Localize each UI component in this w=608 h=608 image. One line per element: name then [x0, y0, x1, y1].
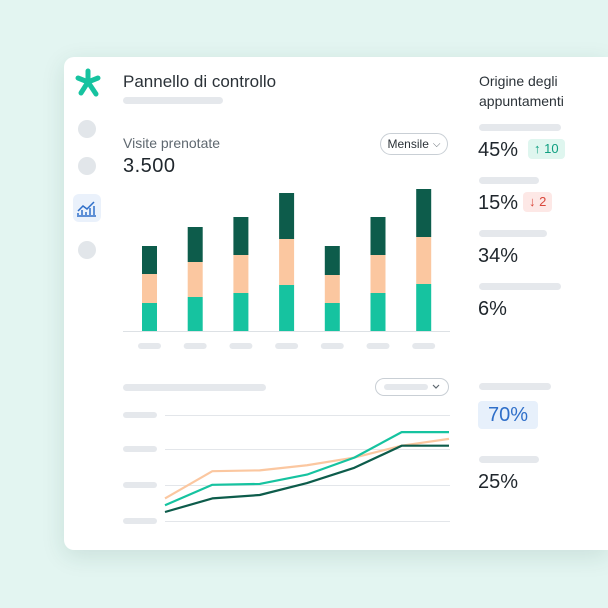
- period-select[interactable]: Mensile ⌵: [380, 133, 448, 155]
- stat-1-badge: ↑ 10: [528, 139, 565, 159]
- sidebar: [64, 57, 110, 550]
- stat-1-placeholder: [479, 124, 561, 131]
- origin-title: Origine degli appuntamenti: [479, 73, 564, 109]
- bar-segment-7-3: [416, 189, 432, 237]
- bar-segment-1-2: [142, 274, 157, 303]
- line-chart-icon: [77, 201, 96, 217]
- line-chart: [123, 412, 450, 524]
- bar-segment-7-1: [416, 284, 432, 331]
- logo-icon: [75, 68, 101, 97]
- line-series-1: [164, 437, 450, 500]
- bar-segment-3-3: [233, 217, 249, 255]
- stat-3-value: 34%: [478, 245, 519, 267]
- stat-4-placeholder: [479, 283, 561, 290]
- bar-segment-1-3: [142, 246, 157, 274]
- bar-segment-2-1: [187, 297, 203, 331]
- bar-segment-1-1: [142, 303, 157, 331]
- stat-1-value: 45%: [478, 139, 519, 161]
- line-chart-select[interactable]: [375, 378, 449, 396]
- bar-chart: [123, 189, 450, 349]
- nav-item-1[interactable]: [78, 120, 96, 138]
- bar-segment-4-2: [279, 239, 295, 285]
- line-series-3: [164, 444, 449, 514]
- stat-2-badge: ↓ 2: [523, 192, 553, 212]
- bar-segment-5-2: [324, 275, 340, 303]
- bar-segment-3-1: [233, 293, 249, 331]
- x-tick-placeholder: [183, 343, 207, 349]
- stat-2-placeholder: [479, 177, 539, 184]
- x-tick-placeholder: [138, 343, 161, 349]
- stat-1-badge-value: 10: [544, 141, 559, 156]
- chevron-down-icon: ⌵: [432, 138, 441, 150]
- bar-segment-6-3: [370, 217, 386, 255]
- bar-segment-3-2: [233, 255, 249, 293]
- y-tick-placeholder: [123, 482, 157, 488]
- period-select-value: Mensile: [387, 137, 429, 151]
- page-title: Pannello di controllo: [123, 72, 277, 91]
- bar-segment-7-2: [416, 237, 432, 284]
- stat-3-placeholder: [479, 230, 547, 237]
- x-tick-placeholder: [412, 343, 436, 349]
- lower-stat-1-placeholder: [479, 383, 551, 390]
- x-tick-placeholder: [229, 343, 253, 349]
- bar-segment-4-3: [279, 193, 295, 239]
- nav-item-4[interactable]: [78, 241, 96, 259]
- x-tick-placeholder: [320, 343, 344, 349]
- x-tick-placeholder: [366, 343, 390, 349]
- arrow-up-icon: ↑: [534, 141, 541, 156]
- y-tick-placeholder: [123, 518, 157, 524]
- nav-item-analytics[interactable]: [73, 194, 101, 222]
- lower-stat-1-value: 70%: [478, 401, 538, 429]
- bar-segment-6-1: [370, 293, 386, 331]
- dashboard-card: Pannello di controllo Visite prenotate 3…: [64, 57, 608, 550]
- lower-stat-2-placeholder: [479, 456, 539, 463]
- bar-segment-6-2: [370, 255, 386, 293]
- bar-segment-5-3: [324, 246, 340, 275]
- line-series-2: [164, 431, 449, 507]
- bar-segment-5-1: [324, 303, 340, 331]
- x-tick-placeholder: [275, 343, 299, 349]
- bar-segment-4-1: [279, 285, 295, 331]
- bookings-total: 3.500: [123, 155, 176, 177]
- stat-4-value: 6%: [478, 298, 507, 320]
- bar-segment-2-2: [187, 262, 203, 297]
- bookings-label: Visite prenotate: [123, 135, 221, 151]
- chevron-down-icon: [432, 384, 440, 389]
- stat-2-badge-value: 2: [539, 194, 547, 209]
- y-tick-placeholder: [123, 446, 157, 452]
- y-tick-placeholder: [123, 412, 157, 418]
- title-placeholder: [123, 97, 223, 104]
- line-chart-title-placeholder: [123, 384, 266, 391]
- select-placeholder: [384, 384, 428, 390]
- nav-item-2[interactable]: [78, 157, 96, 175]
- stat-2-value: 15%: [478, 192, 519, 214]
- arrow-down-icon: ↓: [529, 194, 536, 209]
- lower-stat-2-value: 25%: [478, 471, 519, 493]
- bar-segment-2-3: [187, 227, 203, 262]
